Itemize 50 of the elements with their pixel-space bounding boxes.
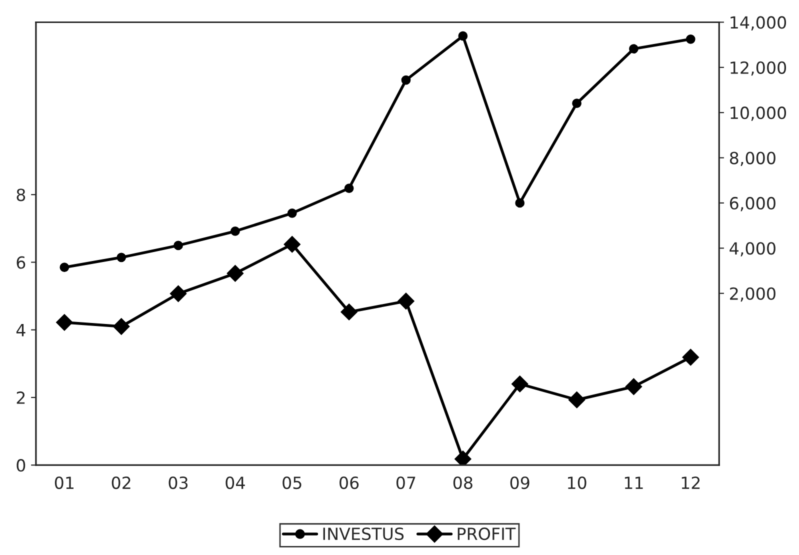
x-tick-label: 01 [54,476,74,490]
y-tick-label: 0 [16,459,26,472]
point [686,34,696,44]
point [682,348,700,366]
point [230,226,240,236]
point [511,376,528,392]
point [340,304,358,320]
y2-tick-label: 4,000 [730,242,776,256]
point [170,285,187,302]
point [572,98,582,108]
y2-tick-label: 12,000 [730,61,786,76]
x-tick-label: 04 [226,476,245,490]
point [56,314,73,331]
x-tick-label: 09 [510,476,530,490]
point [226,265,244,282]
point [458,31,468,41]
legend-label: INVESTUS [323,527,404,540]
x-tick-label: 02 [112,476,130,490]
point [284,236,301,253]
x-tick-label: 05 [282,476,302,490]
y-tick-label: 2 [16,391,25,404]
y-tick-label: 6 [16,256,26,269]
point [174,240,183,250]
legend-label: PROFIT [458,527,516,540]
y2-tick-label: 2,000 [730,287,776,302]
point [629,44,638,54]
point [515,198,525,208]
x-tick-label: 03 [168,476,188,490]
point [401,75,411,85]
x-tick-label: 06 [340,476,359,490]
point [344,184,354,193]
x-tick-label: 07 [396,476,416,490]
x-tick-label: 11 [624,476,643,489]
point [112,318,130,335]
point [398,292,414,310]
y-tick-label: 8 [16,188,26,202]
x-tick-label: 12 [682,476,700,489]
y2-tick-label: 14,000 [730,16,786,30]
y2-tick-label: 6,000 [730,196,776,212]
point [287,208,297,218]
point [568,391,586,408]
point [454,450,472,466]
x-tick-label: 08 [453,476,472,490]
y2-tick-label: 10,000 [730,106,786,121]
x-tick-label: 10 [568,476,586,490]
point [625,378,642,396]
point [60,262,70,272]
point [116,252,126,262]
y-tick-label: 4 [16,324,26,336]
y2-tick-label: 8,000 [730,152,776,166]
